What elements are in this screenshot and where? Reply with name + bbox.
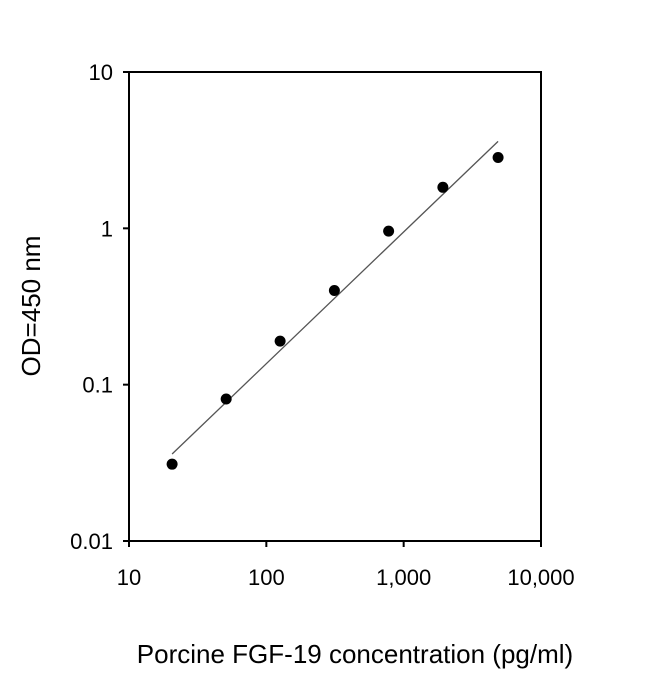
- x-tick-label: 100: [248, 565, 285, 590]
- data-point: [166, 458, 178, 470]
- x-tick-label: 1,000: [376, 565, 431, 590]
- x-tick-label: 10: [117, 565, 141, 590]
- y-tick-label: 1: [101, 216, 113, 241]
- y-tick-label: 0.01: [70, 529, 113, 554]
- data-point: [328, 285, 340, 297]
- y-tick-labels: 0.01 0.1 1 10: [70, 60, 113, 554]
- x-axis-title: Porcine FGF-19 concentration (pg/ml): [137, 639, 573, 669]
- data-point: [492, 151, 504, 163]
- data-points: [166, 151, 504, 470]
- x-tick-label: 10,000: [507, 565, 574, 590]
- axis-ticks: [123, 71, 542, 547]
- data-point: [274, 335, 286, 347]
- x-tick-labels: 10 100 1,000 10,000: [117, 565, 575, 590]
- y-axis-title: OD=450 nm: [16, 236, 46, 377]
- y-tick-label: 0.1: [82, 373, 113, 398]
- data-point: [220, 393, 232, 405]
- plot-border: [128, 71, 542, 542]
- fit-line: [171, 140, 499, 455]
- y-tick-label: 10: [89, 60, 113, 85]
- data-point: [383, 225, 395, 237]
- regression-line: [171, 140, 499, 455]
- data-point: [437, 181, 449, 193]
- plot-frame: [128, 71, 542, 542]
